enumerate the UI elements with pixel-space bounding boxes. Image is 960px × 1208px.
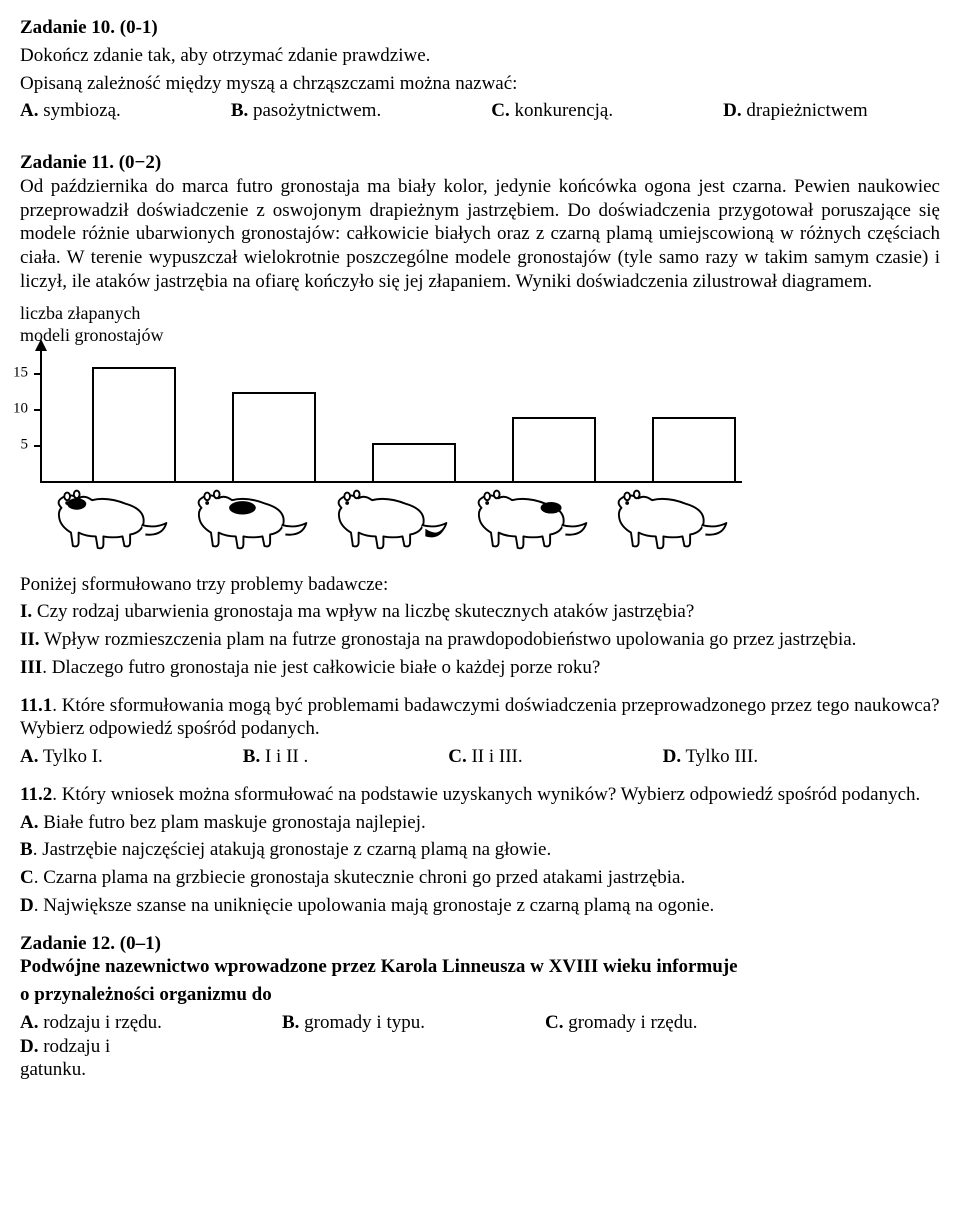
z12-heading: Zadanie 12. (0–1) <box>20 932 940 956</box>
z10-l1: Dokończ zdanie tak, aby otrzymać zdanie … <box>20 44 940 68</box>
z11-II: II. Wpływ rozmieszczenia plam na futrze … <box>20 628 940 652</box>
chart-ylabel: liczba złapanych modeli gronostajów <box>20 302 940 347</box>
bar <box>92 367 176 481</box>
y-tick <box>34 445 42 447</box>
z12-opt-c[interactable]: C. gromady i rzędu. <box>545 1011 698 1035</box>
z12-opt-d[interactable]: D. rodzaju i <box>20 1035 110 1059</box>
z12-opt-a[interactable]: A. rodzaju i rzędu. <box>20 1011 162 1035</box>
bar-chart: 51015 <box>40 351 742 483</box>
y-tick <box>34 409 42 411</box>
bar <box>652 417 736 480</box>
z11-q2-d[interactable]: D. Największe szanse na uniknięcie upolo… <box>20 894 940 918</box>
z11-heading: Zadanie 11. (0−2) <box>20 151 940 175</box>
z11-q2-c[interactable]: C. Czarna plama na grzbiecie gronostaja … <box>20 866 940 890</box>
chart-container: liczba złapanych modeli gronostajów 5101… <box>20 302 940 559</box>
z11-para: Od października do marca futro gronostaj… <box>20 175 940 294</box>
z12-options: A. rodzaju i rzędu. B. gromady i typu. C… <box>20 1011 940 1059</box>
z10-options: A. symbiozą. B. pasożytnictwem. C. konku… <box>20 99 940 123</box>
z11-q2-b[interactable]: B. Jastrzębie najczęściej atakują gronos… <box>20 838 940 862</box>
bar <box>512 417 596 480</box>
ermine-icon <box>322 489 462 559</box>
ermine-icon <box>462 489 602 559</box>
bar <box>232 392 316 480</box>
z10-opt-b[interactable]: B. pasożytnictwem. <box>231 99 381 123</box>
z10-opt-a[interactable]: A. symbiozą. <box>20 99 121 123</box>
z11-III: III. Dlaczego futro gronostaja nie jest … <box>20 656 940 680</box>
chart-xaxis-icons <box>42 489 742 559</box>
y-tick-label: 15 <box>13 363 28 382</box>
y-tick-label: 5 <box>21 435 29 454</box>
z10-opt-d[interactable]: D. drapieżnictwem <box>723 99 868 123</box>
z12-l1: Podwójne nazewnictwo wprowadzone przez K… <box>20 955 940 979</box>
z12-l2: o przynależności organizmu do <box>20 983 940 1007</box>
ermine-icon <box>602 489 742 559</box>
z11-q1-a[interactable]: A. Tylko I. <box>20 745 103 769</box>
z11-I: I. Czy rodzaj ubarwienia gronostaja ma w… <box>20 600 940 624</box>
bar <box>372 443 456 481</box>
yaxis-arrow-icon <box>35 339 47 351</box>
z12-last: gatunku. <box>20 1058 940 1082</box>
ermine-icon <box>42 489 182 559</box>
z11-q1-d[interactable]: D. Tylko III. <box>663 745 758 769</box>
z10-heading: Zadanie 10. (0-1) <box>20 16 940 40</box>
z11-q1-options: A. Tylko I. B. I i II . C. II i III. D. … <box>20 745 940 769</box>
z11-q2: 11.2. Który wniosek można sformułować na… <box>20 783 940 807</box>
z10-opt-c[interactable]: C. konkurencją. <box>491 99 613 123</box>
z11-q1-c[interactable]: C. II i III. <box>448 745 522 769</box>
z12-opt-b[interactable]: B. gromady i typu. <box>282 1011 425 1035</box>
z10-l2: Opisaną zależność między myszą a chrząsz… <box>20 72 940 96</box>
z11-q2-a[interactable]: A. Białe futro bez plam maskuje gronosta… <box>20 811 940 835</box>
y-tick <box>34 373 42 375</box>
z11-below: Poniżej sformułowano trzy problemy badaw… <box>20 573 940 597</box>
ermine-icon <box>182 489 322 559</box>
y-tick-label: 10 <box>13 399 28 418</box>
z11-q1: 11.1. Które sformułowania mogą być probl… <box>20 694 940 742</box>
z11-q1-b[interactable]: B. I i II . <box>243 745 308 769</box>
